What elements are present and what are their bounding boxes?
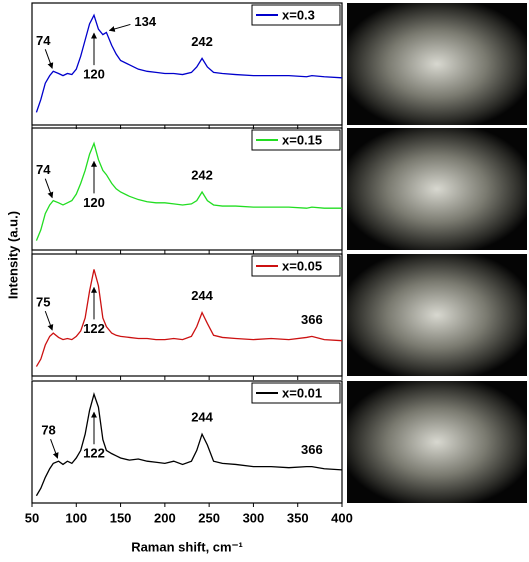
- spectrum-line: [35, 141, 342, 241]
- legend-label: x=0.15: [282, 132, 322, 147]
- legend-box: [251, 4, 341, 26]
- legend-box: [251, 382, 341, 404]
- annotation-label: 242: [191, 34, 213, 49]
- annotation-label: 120: [83, 67, 105, 82]
- legend-box: [251, 129, 341, 151]
- annotation-label: 122: [83, 446, 105, 461]
- x-tick-label: 200: [154, 510, 176, 525]
- x-tick-label: 150: [110, 510, 132, 525]
- micrograph: [347, 3, 527, 125]
- y-axis-label: Intensity (a.u.): [5, 211, 20, 299]
- x-tick-label: 400: [331, 510, 353, 525]
- annotation-label: 74: [36, 33, 51, 48]
- annotation-arrow: [108, 23, 131, 32]
- annotation-label: 366: [301, 442, 323, 457]
- x-tick-label: 50: [25, 510, 39, 525]
- annotation-label: 74: [36, 162, 51, 177]
- legend-box: [251, 255, 341, 277]
- annotation-arrow: [44, 178, 54, 199]
- annotation-arrow: [44, 310, 54, 331]
- micrographs: [347, 3, 527, 503]
- spectrum-line: [35, 269, 343, 367]
- plot-frame: [31, 253, 343, 377]
- spectrum-line: [35, 13, 343, 113]
- x-tick-label: 100: [65, 510, 87, 525]
- micrograph: [347, 254, 527, 376]
- legend-label: x=0.05: [282, 258, 322, 273]
- spectrum-line: [35, 392, 343, 497]
- annotation-label: 244: [191, 410, 213, 425]
- plot-frame: [31, 380, 343, 504]
- x-tick-label: 300: [243, 510, 265, 525]
- micrograph: [347, 381, 527, 503]
- plot-frame: [31, 127, 343, 251]
- annotation-label: 242: [191, 167, 213, 182]
- x-tick-label: 250: [198, 510, 220, 525]
- x-tick-label: 350: [287, 510, 309, 525]
- annotation-arrow: [44, 49, 54, 69]
- annotation-label: 122: [83, 321, 105, 336]
- annotation-label: 75: [36, 295, 50, 310]
- plot-frame: [31, 2, 343, 126]
- annotation-label: 78: [41, 423, 55, 438]
- annotation-arrow: [50, 439, 59, 459]
- legend-label: x=0.01: [282, 385, 322, 400]
- annotation-label: 120: [83, 195, 105, 210]
- annotation-label: 244: [191, 288, 213, 303]
- x-axis-label: Raman shift, cm⁻¹: [131, 539, 243, 554]
- legend-label: x=0.3: [282, 7, 315, 22]
- annotation-label: 366: [301, 312, 323, 327]
- micrograph: [347, 128, 527, 250]
- annotation-label: 134: [134, 14, 156, 29]
